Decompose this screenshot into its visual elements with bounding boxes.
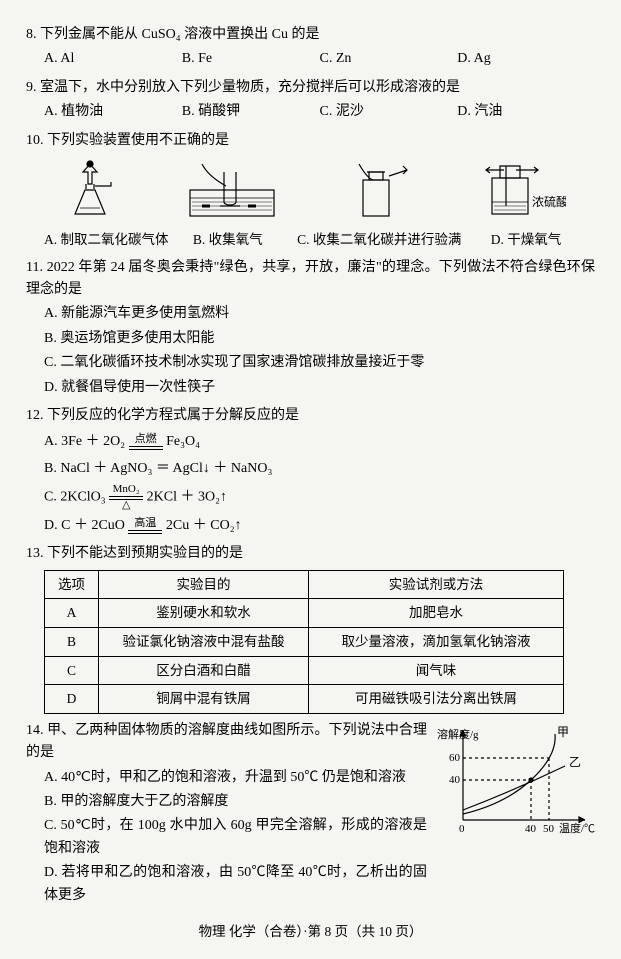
x-tick-40: 40: [525, 823, 537, 835]
cell: 加肥皂水: [309, 599, 564, 628]
q9-options: A. 植物油 B. 硝酸钾 C. 泥沙 D. 汽油: [26, 101, 595, 123]
q12-opt-b: B. NaCl ＋ AgNO₃ ＝ AgCl↓ ＋ NaNO₃: [26, 458, 595, 480]
apparatus-row: 浓硫酸: [26, 158, 595, 223]
cell: 区分白酒和白醋: [99, 656, 309, 685]
q12-c-right: 2KCl ＋ 3O₂↑: [147, 490, 227, 505]
apparatus-c-icon: [339, 158, 419, 223]
q9-stem: 9. 室温下，水中分别放入下列少量物质，充分搅拌后可以形成溶液的是: [26, 77, 595, 99]
q12-d-left: D. C ＋ 2CuO: [44, 518, 125, 533]
page-footer: 物理 化学（合卷）·第 8 页（共 10 页）: [26, 921, 595, 943]
q8-opt-a: A. Al: [44, 48, 182, 70]
cell: 铜屑中混有铁屑: [99, 685, 309, 714]
q10-opt-a: A. 制取二氧化碳气体: [44, 229, 193, 251]
q9-opt-a: A. 植物油: [44, 101, 182, 123]
solubility-chart-icon: 溶解度/g 60 40 0 40 50 温度/℃ 甲 乙: [435, 720, 595, 840]
q12-opt-a: A. 3Fe ＋ 2O₂ 点燃 Fe₃O₄: [26, 431, 595, 453]
q8-stem: 8. 下列金属不能从 CuSO₄ 溶液中置换出 Cu 的是: [26, 24, 595, 46]
y-tick-40: 40: [449, 774, 461, 786]
q14-opt-d: D. 若将甲和乙的饱和溶液，由 50℃降至 40℃时，乙析出的固体更多: [44, 862, 427, 907]
q11-opt-c: C. 二氧化碳循环技术制冰实现了国家速滑馆碳排放量接近于零: [44, 352, 595, 374]
q12-a-left: A. 3Fe ＋ 2O₂: [44, 434, 125, 449]
y-tick-60: 60: [449, 752, 461, 764]
cell: 闻气味: [309, 656, 564, 685]
col-option: 选项: [45, 570, 99, 599]
q8-opt-d: D. Ag: [457, 48, 595, 70]
x-tick-0: 0: [459, 823, 465, 835]
q8-opt-c: C. Zn: [320, 48, 458, 70]
q11-opt-d: D. 就餐倡导使用一次性筷子: [44, 377, 595, 399]
q12-opt-c: C. 2KClO₃ MnO₂ △ 2KCl ＋ 3O₂↑: [26, 484, 595, 511]
cell: D: [45, 685, 99, 714]
cell: A: [45, 599, 99, 628]
apparatus-d-label: 浓硫酸: [532, 194, 566, 209]
cell: 取少量溶液，滴加氢氧化钠溶液: [309, 628, 564, 657]
apparatus-b-icon: [182, 158, 282, 223]
q13-stem: 13. 下列不能达到预期实验目的的是: [26, 543, 595, 565]
q9-opt-c: C. 泥沙: [320, 101, 458, 123]
q11-opt-a: A. 新能源汽车更多使用氢燃料: [44, 303, 595, 325]
q10-opt-b: B. 收集氧气: [193, 229, 297, 251]
cell: 鉴别硬水和软水: [99, 599, 309, 628]
q11-opt-b: B. 奥运场馆更多使用太阳能: [44, 328, 595, 350]
col-method: 实验试剂或方法: [309, 570, 564, 599]
col-purpose: 实验目的: [99, 570, 309, 599]
arrow-bot: △: [109, 500, 143, 511]
q10-options: A. 制取二氧化碳气体 B. 收集氧气 C. 收集二氧化碳并进行验满 D. 干燥…: [26, 229, 595, 251]
question-9: 9. 室温下，水中分别放入下列少量物质，充分搅拌后可以形成溶液的是 A. 植物油…: [26, 77, 595, 124]
q12-d-right: 2Cu ＋ CO₂↑: [166, 518, 242, 533]
table-row: C 区分白酒和白醋 闻气味: [45, 656, 564, 685]
reaction-arrow-icon: 点燃: [129, 434, 163, 450]
reaction-arrow-icon: 高温: [128, 518, 162, 534]
apparatus-a-icon: [55, 158, 125, 223]
q14-options: A. 40℃时，甲和乙的饱和溶液，升温到 50℃ 仍是饱和溶液 B. 甲的溶解度…: [26, 767, 427, 907]
cell: 验证氯化钠溶液中混有盐酸: [99, 628, 309, 657]
cell: 可用磁铁吸引法分离出铁屑: [309, 685, 564, 714]
apparatus-d-icon: 浓硫酸: [476, 158, 566, 223]
q12-a-right: Fe₃O₄: [166, 434, 200, 449]
q10-opt-c: C. 收集二氧化碳并进行验满: [297, 229, 491, 251]
x-axis-label: 温度/℃: [559, 821, 595, 835]
table-row: D 铜屑中混有铁屑 可用磁铁吸引法分离出铁屑: [45, 685, 564, 714]
q8-opt-b: B. Fe: [182, 48, 320, 70]
question-14: 14. 甲、乙两种固体物质的溶解度曲线如图所示。下列说法中合理的是 A. 40℃…: [26, 720, 595, 907]
y-axis-label: 溶解度/g: [437, 727, 479, 741]
q9-opt-d: D. 汽油: [457, 101, 595, 123]
table-row: A 鉴别硬水和软水 加肥皂水: [45, 599, 564, 628]
q14-stem: 14. 甲、乙两种固体物质的溶解度曲线如图所示。下列说法中合理的是: [26, 720, 427, 765]
cell: B: [45, 628, 99, 657]
arrow-top: MnO₂: [109, 484, 143, 495]
arrow-top: 点燃: [129, 434, 163, 445]
q12-opt-d: D. C ＋ 2CuO 高温 2Cu ＋ CO₂↑: [26, 515, 595, 537]
question-12: 12. 下列反应的化学方程式属于分解反应的是 A. 3Fe ＋ 2O₂ 点燃 F…: [26, 405, 595, 538]
x-tick-50: 50: [543, 823, 555, 835]
curve-label-1: 甲: [557, 725, 569, 739]
reaction-arrow-icon: MnO₂ △: [109, 484, 143, 511]
q13-table: 选项 实验目的 实验试剂或方法 A 鉴别硬水和软水 加肥皂水 B 验证氯化钠溶液…: [44, 570, 564, 714]
q11-options: A. 新能源汽车更多使用氢燃料 B. 奥运场馆更多使用太阳能 C. 二氧化碳循环…: [26, 303, 595, 399]
q14-opt-b: B. 甲的溶解度大于乙的溶解度: [44, 791, 427, 813]
q10-stem: 10. 下列实验装置使用不正确的是: [26, 130, 595, 152]
question-10: 10. 下列实验装置使用不正确的是: [26, 130, 595, 251]
question-8: 8. 下列金属不能从 CuSO₄ 溶液中置换出 Cu 的是 A. Al B. F…: [26, 24, 595, 71]
table-row: B 验证氯化钠溶液中混有盐酸 取少量溶液，滴加氢氧化钠溶液: [45, 628, 564, 657]
q12-c-left: C. 2KClO₃: [44, 490, 106, 505]
arrow-top: 高温: [128, 518, 162, 529]
question-11: 11. 2022 年第 24 届冬奥会秉持"绿色，共享，开放，廉洁"的理念。下列…: [26, 257, 595, 399]
q11-stem: 11. 2022 年第 24 届冬奥会秉持"绿色，共享，开放，廉洁"的理念。下列…: [26, 257, 595, 302]
q10-opt-d: D. 干燥氧气: [491, 229, 595, 251]
cell: C: [45, 656, 99, 685]
q14-opt-c: C. 50℃时，在 100g 水中加入 60g 甲完全溶解，形成的溶液是饱和溶液: [44, 815, 427, 860]
q8-options: A. Al B. Fe C. Zn D. Ag: [26, 48, 595, 70]
question-13: 13. 下列不能达到预期实验目的的是 选项 实验目的 实验试剂或方法 A 鉴别硬…: [26, 543, 595, 713]
q14-opt-a: A. 40℃时，甲和乙的饱和溶液，升温到 50℃ 仍是饱和溶液: [44, 767, 427, 789]
q12-stem: 12. 下列反应的化学方程式属于分解反应的是: [26, 405, 595, 427]
table-row: 选项 实验目的 实验试剂或方法: [45, 570, 564, 599]
q9-opt-b: B. 硝酸钾: [182, 101, 320, 123]
curve-label-2: 乙: [569, 755, 581, 769]
